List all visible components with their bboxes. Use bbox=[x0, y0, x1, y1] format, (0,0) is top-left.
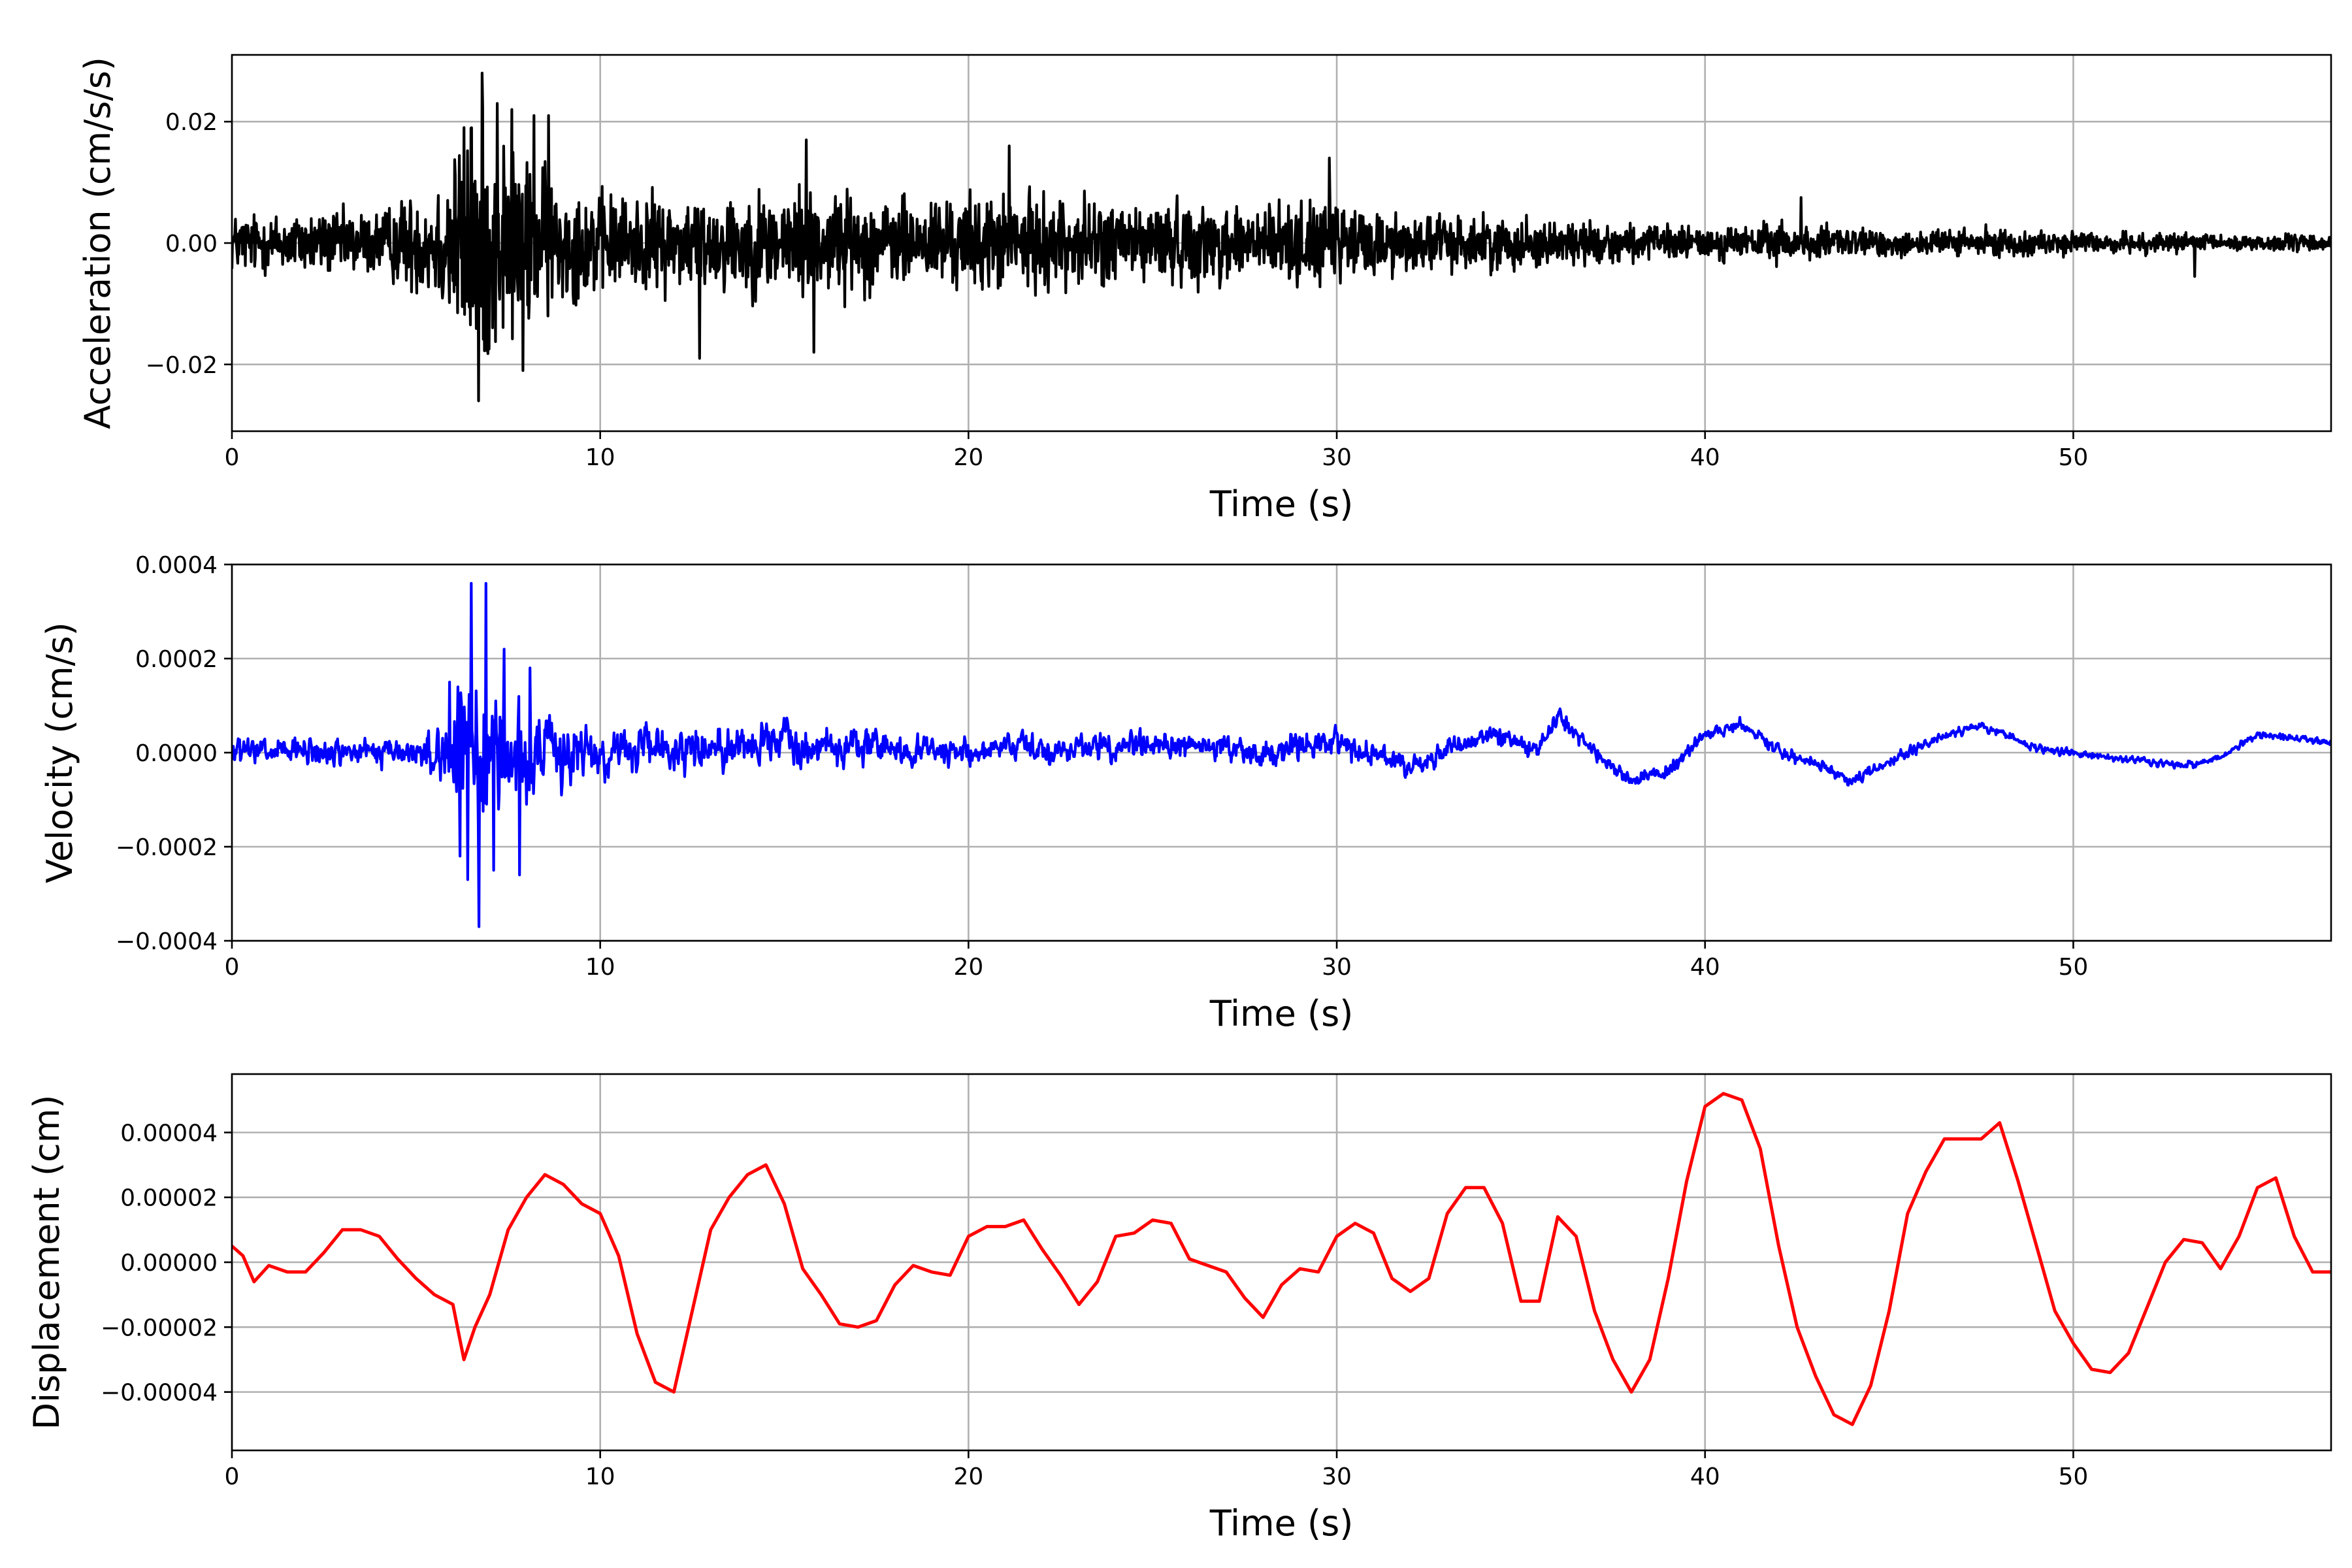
velocity-ylabel: Velocity (cm/s) bbox=[39, 622, 80, 883]
velocity-xtick-label-4: 40 bbox=[1690, 954, 1720, 981]
velocity-xlabel: Time (s) bbox=[1209, 993, 1354, 1034]
acceleration-xtick-label-4: 40 bbox=[1690, 444, 1720, 471]
velocity-series-line bbox=[232, 581, 2331, 928]
acceleration-xlabel: Time (s) bbox=[1209, 483, 1354, 525]
velocity-xtick-label-0: 0 bbox=[225, 954, 240, 981]
displacement-ytick-label-2: 0.00000 bbox=[120, 1250, 218, 1277]
acceleration-chart: 0 10 20 30 40 50 −0.02 0.00 0.02 Time (s) Accelera… bbox=[77, 54, 2332, 525]
acceleration-ytick-label-2: 0.02 bbox=[165, 109, 218, 136]
displacement-ylabel: Displacement (cm) bbox=[26, 1095, 67, 1430]
velocity-ytick-label-4: 0.0004 bbox=[135, 552, 218, 579]
acceleration-xtick-label-5: 50 bbox=[2059, 444, 2089, 471]
acceleration-xtick-label-2: 20 bbox=[953, 444, 983, 471]
velocity-ytick-label-2: 0.0000 bbox=[135, 740, 218, 767]
velocity-ytick-label-0: −0.0004 bbox=[116, 928, 218, 955]
displacement-ytick-label-1: −0.00002 bbox=[101, 1315, 218, 1341]
displacement-xtick-label-5: 50 bbox=[2059, 1463, 2089, 1490]
velocity-ytick-label-1: −0.0002 bbox=[116, 834, 218, 861]
displacement-xlabel: Time (s) bbox=[1209, 1503, 1354, 1544]
displacement-ytick-label-3: 0.00002 bbox=[120, 1185, 218, 1212]
displacement-chart: 0 10 20 30 40 50 −0.00004 −0.00002 0.00000 0.0000… bbox=[26, 1073, 2332, 1544]
displacement-xtick-label-4: 40 bbox=[1690, 1463, 1720, 1490]
displacement-ytick-label-0: −0.00004 bbox=[101, 1380, 218, 1407]
displacement-ytick-label-4: 0.00004 bbox=[120, 1120, 218, 1147]
acceleration-series-line bbox=[232, 71, 2331, 402]
acceleration-xtick-label-3: 30 bbox=[1322, 444, 1352, 471]
velocity-xtick-label-5: 50 bbox=[2059, 954, 2089, 981]
velocity-xtick-label-3: 30 bbox=[1322, 954, 1352, 981]
displacement-xtick-label-3: 30 bbox=[1322, 1463, 1352, 1490]
velocity-chart: 0 10 20 30 40 50 −0.0004 −0.0002 0.0000 0.0002 0.0… bbox=[39, 552, 2332, 1034]
displacement-xtick-label-1: 10 bbox=[585, 1463, 615, 1490]
acceleration-ytick-label-1: 0.00 bbox=[165, 231, 218, 257]
acceleration-ylabel: Acceleration (cm/s/s) bbox=[77, 57, 118, 429]
acceleration-xtick-label-0: 0 bbox=[225, 444, 240, 471]
velocity-xtick-label-2: 20 bbox=[953, 954, 983, 981]
displacement-xtick-label-0: 0 bbox=[225, 1463, 240, 1490]
velocity-ytick-label-3: 0.0002 bbox=[135, 646, 218, 673]
displacement-series-line bbox=[232, 1092, 2331, 1426]
velocity-xtick-label-1: 10 bbox=[585, 954, 615, 981]
displacement-xtick-label-2: 20 bbox=[953, 1463, 983, 1490]
acceleration-ytick-label-0: −0.02 bbox=[146, 352, 218, 379]
acceleration-xtick-label-1: 10 bbox=[585, 444, 615, 471]
